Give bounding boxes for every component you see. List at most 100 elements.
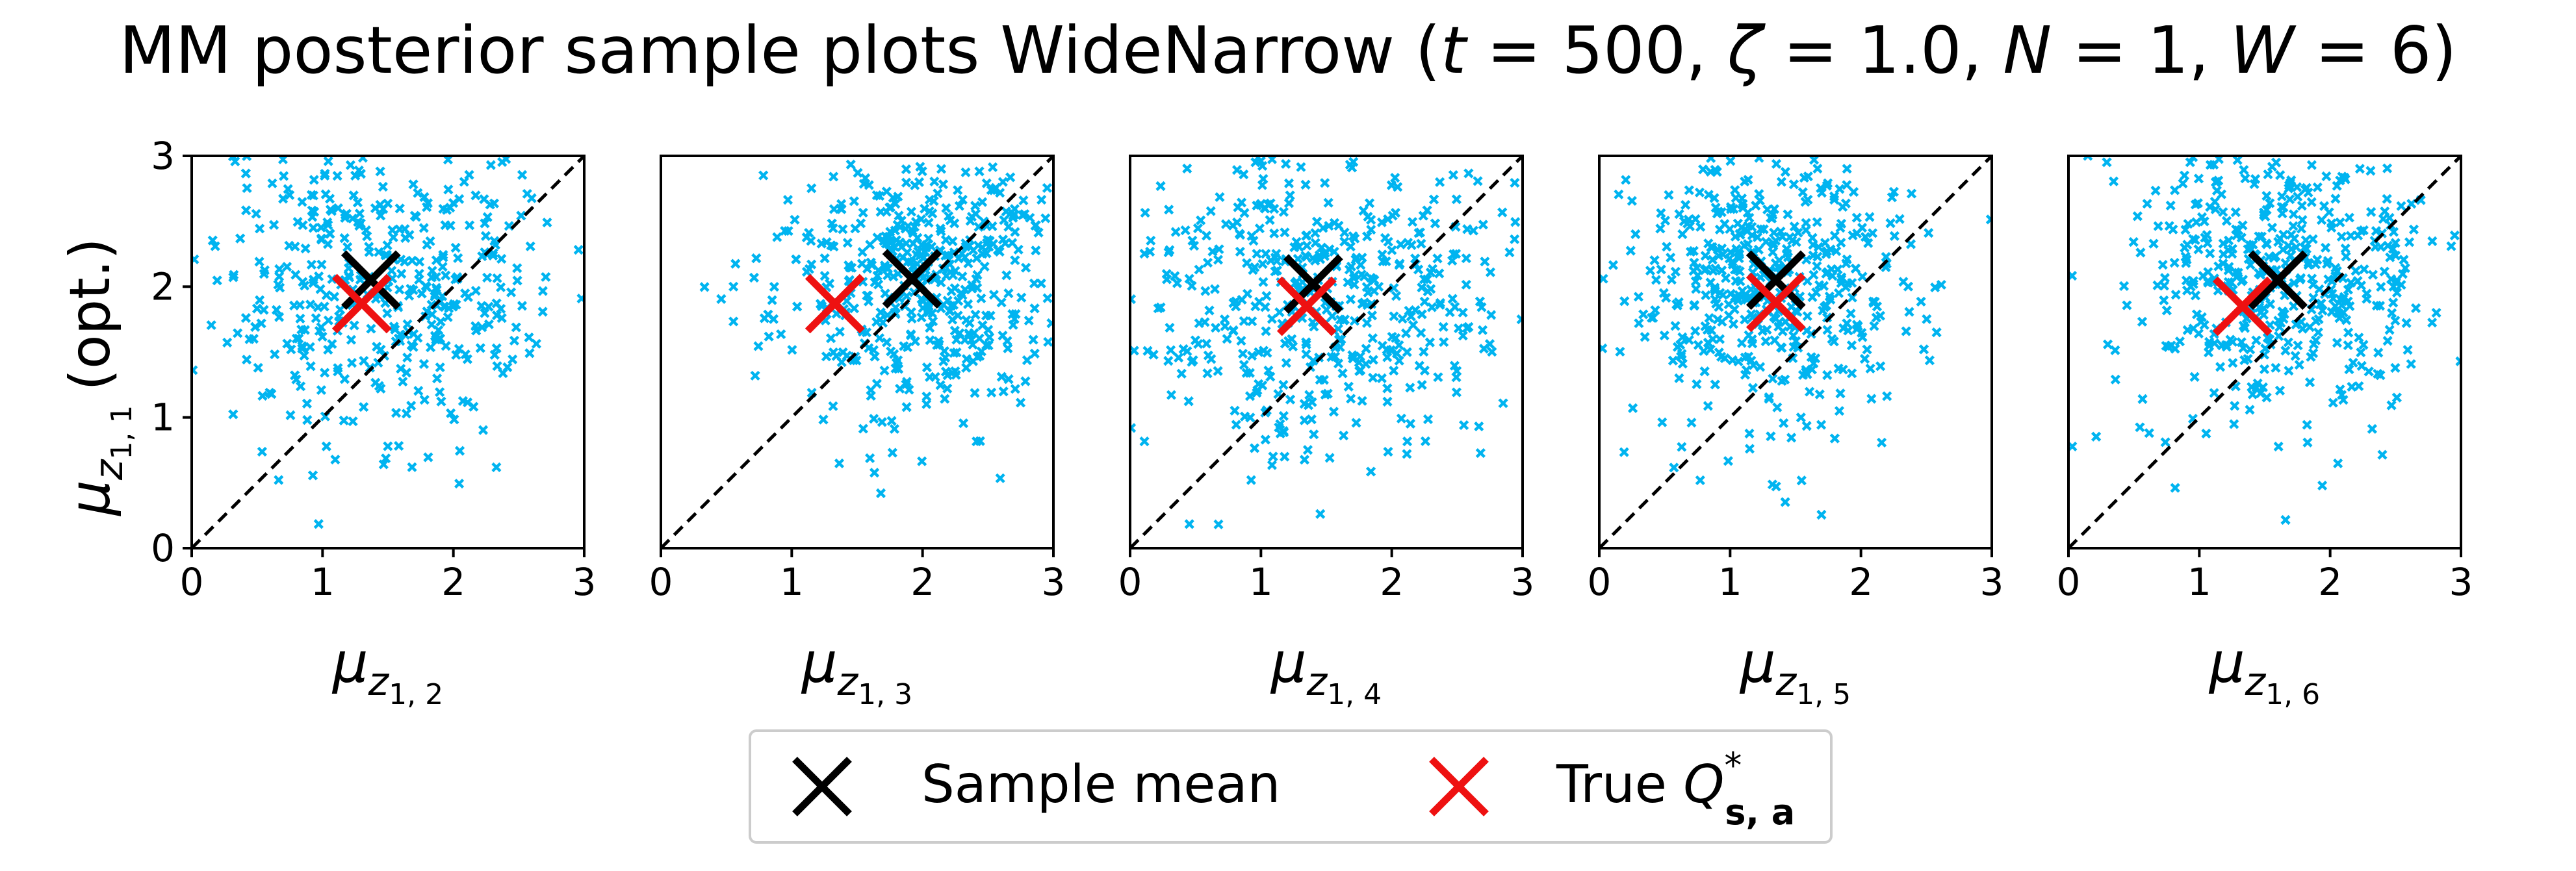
sample-point	[298, 277, 308, 287]
sample-point-stroke	[1252, 249, 1262, 259]
sample-point	[382, 240, 393, 251]
sample-point-stroke	[1263, 365, 1274, 376]
sample-point	[1337, 368, 1348, 379]
sample-point-stroke	[1816, 420, 1827, 430]
sample-point-stroke	[491, 343, 502, 353]
sample-point	[1695, 221, 1706, 232]
sample-point	[402, 352, 413, 363]
sample-point	[1356, 365, 1366, 375]
sample-point-stroke	[374, 247, 384, 257]
sample-point	[407, 255, 417, 266]
sample-point	[961, 362, 972, 373]
sample-point-stroke	[1700, 251, 1710, 261]
sample-point	[257, 390, 268, 401]
sample-point-stroke	[1163, 247, 1174, 258]
sample-point	[1290, 278, 1300, 289]
sample-point-stroke	[998, 331, 1008, 341]
sample-point	[388, 232, 398, 242]
sample-point	[909, 221, 920, 232]
sample-point-stroke	[431, 373, 443, 384]
sample-point	[372, 342, 382, 352]
sample-point	[283, 184, 293, 194]
sample-point-stroke	[954, 201, 964, 211]
sample-point-stroke	[522, 188, 532, 199]
sample-point	[1278, 410, 1289, 422]
sample-point	[927, 208, 938, 219]
sample-point	[917, 456, 927, 466]
sample-point	[829, 242, 839, 252]
sample-point	[395, 329, 406, 340]
sample-point	[889, 423, 900, 435]
sample-point	[1214, 244, 1224, 255]
sample-point	[942, 370, 953, 381]
sample-point-stroke	[339, 374, 350, 385]
sample-point	[869, 414, 879, 424]
sample-point	[767, 295, 777, 305]
sample-point-stroke	[806, 183, 817, 194]
sample-point-stroke	[1006, 207, 1017, 218]
sample-point	[1361, 344, 1371, 354]
sample-point	[960, 252, 970, 262]
sample-point	[1368, 372, 1378, 383]
sample-point	[916, 312, 927, 323]
sample-point	[1241, 368, 1252, 378]
sample-point	[758, 170, 769, 181]
sample-point	[1222, 334, 1232, 344]
sample-point	[1042, 293, 1053, 303]
sample-point-stroke	[1260, 435, 1270, 445]
sample-point-stroke	[858, 423, 868, 434]
sample-point	[1474, 421, 1484, 432]
sample-point	[875, 207, 886, 217]
sample-point-stroke	[1735, 229, 1745, 240]
sample-point-stroke	[378, 204, 389, 214]
sample-point	[1422, 274, 1432, 284]
sample-point-stroke	[935, 223, 946, 234]
sample-point	[443, 184, 454, 195]
sample-point	[1614, 189, 1624, 199]
sample-point-stroke	[1020, 376, 1031, 386]
sample-point	[998, 386, 1009, 397]
sample-point	[1424, 337, 1436, 347]
sample-point	[256, 318, 266, 329]
sample-point	[1670, 321, 1681, 331]
sample-point	[476, 301, 487, 311]
sample-point	[1363, 287, 1373, 298]
sample-point-stroke	[916, 240, 927, 250]
sample-point	[542, 217, 552, 228]
sample-point-stroke	[1320, 178, 1330, 188]
sample-point	[857, 247, 868, 257]
sample-point-stroke	[1278, 425, 1289, 436]
sample-point-stroke	[462, 397, 473, 408]
sample-point	[1257, 180, 1267, 190]
sample-point	[1239, 169, 1249, 180]
sample-point	[1621, 175, 1631, 185]
sample-point	[415, 257, 425, 267]
sample-point	[255, 295, 265, 305]
sample-point-stroke	[829, 204, 839, 214]
sample-point-stroke	[1417, 380, 1427, 390]
sample-point-stroke	[1389, 366, 1399, 376]
sample-point-stroke	[492, 273, 502, 283]
sample-point	[819, 253, 830, 264]
sample-point-stroke	[1686, 418, 1697, 428]
sample-point-stroke	[509, 335, 520, 346]
sample-point-stroke	[1382, 344, 1392, 355]
sample-point-stroke	[240, 312, 251, 323]
sample-point-stroke	[1042, 293, 1053, 303]
sample-point-stroke	[233, 328, 243, 338]
sample-point-stroke	[1448, 170, 1458, 181]
sample-point-stroke	[1290, 278, 1300, 289]
sample-point	[349, 320, 359, 331]
sample-point	[422, 202, 432, 212]
sample-point-stroke	[1690, 276, 1701, 286]
sample-point	[210, 241, 220, 251]
sample-point-stroke	[274, 475, 284, 485]
sample-point	[1426, 284, 1436, 294]
sample-point-stroke	[488, 248, 498, 259]
sample-point	[1843, 325, 1853, 336]
sample-point-stroke	[1246, 475, 1256, 485]
sample-point-stroke	[1391, 348, 1402, 359]
sample-point	[376, 210, 386, 221]
sample-point	[1333, 359, 1344, 369]
sample-point-stroke	[1246, 231, 1257, 241]
